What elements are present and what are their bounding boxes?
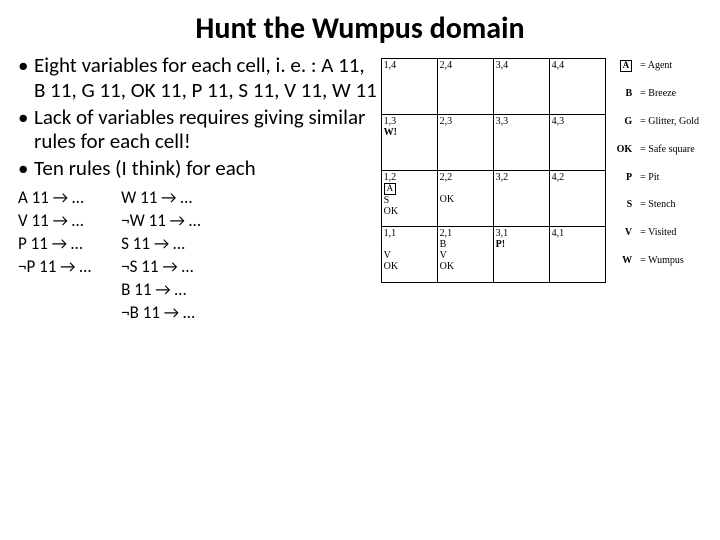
cell-3-3: 3,3 [493, 115, 549, 171]
bullet-dot: • [18, 53, 34, 103]
legend-row: A= Agent [614, 60, 702, 86]
cell-3-1: 3,1P! [493, 227, 549, 283]
cell-4-2: 4,2 [549, 171, 605, 227]
legend-row: W= Wumpus [614, 255, 702, 281]
cell-1-3: 1,3W! [381, 115, 437, 171]
legend-row: G= Glitter, Gold [614, 116, 702, 142]
bullet-dot: • [18, 156, 34, 181]
legend-row: B= Breeze [614, 88, 702, 114]
bullet-text: Ten rules (I think) for each [34, 156, 256, 181]
cell-3-2: 3,2 [493, 171, 549, 227]
legend-row: P= Pit [614, 172, 702, 198]
cell-2-3: 2,3 [437, 115, 493, 171]
legend-table: A= Agent B= Breeze G= Glitter, Gold OK= … [612, 58, 704, 283]
cell-2-1: 2,1B V OK [437, 227, 493, 283]
cell-4-4: 4,4 [549, 59, 605, 115]
cell-2-2: 2,2OK [437, 171, 493, 227]
agent-box-icon: A [620, 60, 633, 72]
legend-row: V= Visited [614, 227, 702, 253]
rules-col-1: A 11 → … V 11 → … P 11 → … ¬P 11 → … [18, 187, 91, 325]
bullet-dot: • [18, 105, 34, 155]
cell-3-4: 3,4 [493, 59, 549, 115]
bullet-text: Eight variables for each cell, i. e. : A… [34, 53, 378, 103]
bullet-list: • Eight variables for each cell, i. e. :… [18, 53, 378, 181]
cell-4-3: 4,3 [549, 115, 605, 171]
legend-row: OK= Safe square [614, 144, 702, 170]
cell-1-4: 1,4 [381, 59, 437, 115]
slide-title: Hunt the Wumpus domain [0, 0, 720, 47]
bullet-text: Lack of variables requires giving simila… [34, 105, 378, 155]
rules-col-2: W 11 → … ¬W 11 → … S 11 → … ¬S 11 → … B … [121, 187, 200, 325]
wumpus-figure: 1,4 2,4 3,4 4,4 1,3W! 2,3 3,3 4,3 1,2AS … [381, 58, 704, 283]
cell-4-1: 4,1 [549, 227, 605, 283]
cell-2-4: 2,4 [437, 59, 493, 115]
legend-row: S= Stench [614, 199, 702, 225]
agent-box-icon: A [384, 183, 397, 195]
cell-1-1: 1,1V OK [381, 227, 437, 283]
wumpus-grid: 1,4 2,4 3,4 4,4 1,3W! 2,3 3,3 4,3 1,2AS … [381, 58, 606, 283]
bullet-item: • Lack of variables requires giving simi… [18, 105, 378, 155]
bullet-item: • Ten rules (I think) for each [18, 156, 378, 181]
cell-1-2: 1,2AS OK [381, 171, 437, 227]
bullet-item: • Eight variables for each cell, i. e. :… [18, 53, 378, 103]
